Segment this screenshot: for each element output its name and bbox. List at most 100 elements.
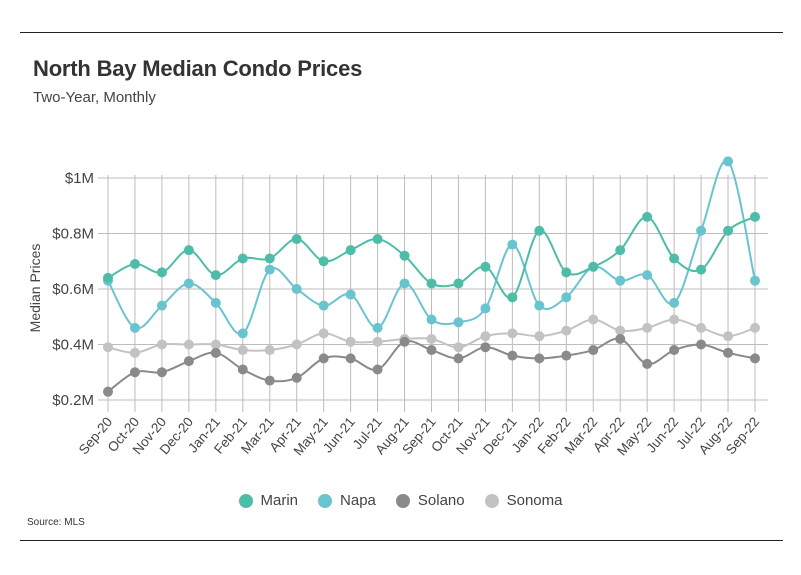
series-napa-point	[210, 297, 221, 308]
series-solano-point	[453, 353, 464, 364]
legend-swatch-sonoma	[484, 493, 499, 508]
series-solano-point	[183, 356, 194, 367]
y-tick-label: $0.6M	[52, 281, 94, 298]
series-marin-point	[183, 245, 194, 256]
chart-title: North Bay Median Condo Prices	[33, 56, 363, 81]
series-marin-point	[561, 267, 572, 278]
series-napa-point	[534, 300, 545, 311]
series-marin-point	[129, 259, 140, 270]
legend-label-sonoma: Sonoma	[506, 492, 563, 509]
series-napa-point	[129, 322, 140, 333]
series-marin-point	[507, 292, 518, 303]
series-napa-point	[723, 156, 734, 167]
series-sonoma	[103, 314, 760, 358]
series-sonoma-point	[750, 322, 760, 333]
legend-label-marin: Marin	[260, 492, 299, 509]
series-solano-point	[129, 367, 140, 378]
y-axis-label: Median Prices	[27, 244, 43, 333]
series-marin-point	[534, 225, 545, 236]
series-napa-point	[372, 322, 383, 333]
series-marin-point	[210, 270, 221, 281]
series-sonoma-point	[480, 331, 491, 342]
series-napa-point	[669, 297, 680, 308]
x-axis-ticks: Sep-20Oct-20Nov-20Dec-20Jan-21Feb-21Mar-…	[76, 414, 762, 458]
series-sonoma-point	[345, 336, 356, 347]
series-napa-point	[318, 300, 329, 311]
series-marin-point	[642, 211, 653, 222]
series-marin-point	[345, 245, 356, 256]
series-sonoma-point	[426, 333, 437, 344]
series-marin-point	[480, 261, 491, 272]
series-solano-point	[480, 342, 491, 353]
legend-swatch-marin	[238, 493, 253, 508]
series-napa-point	[237, 328, 248, 339]
series-lines	[103, 156, 760, 397]
series-sonoma-point	[264, 345, 275, 356]
legend-label-napa: Napa	[340, 492, 376, 509]
series-sonoma-point	[129, 347, 140, 358]
series-napa-point	[480, 303, 491, 314]
series-solano-point	[264, 375, 275, 386]
series-solano-point	[318, 353, 329, 364]
series-napa-point	[183, 278, 194, 289]
series-sonoma-point	[318, 328, 329, 339]
series-marin-point	[696, 264, 707, 275]
series-napa-point	[453, 317, 464, 328]
series-sonoma-point	[615, 325, 626, 336]
series-napa-point	[507, 239, 518, 250]
legend-item-napa: Napa	[318, 492, 376, 509]
series-solano-point	[156, 367, 167, 378]
series-sonoma-point	[156, 339, 167, 350]
series-solano-point	[534, 353, 545, 364]
legend-item-marin: Marin	[238, 492, 299, 509]
series-sonoma-point	[642, 322, 653, 333]
series-solano-point	[210, 347, 221, 358]
series-sonoma-point	[588, 314, 599, 325]
series-solano-point	[237, 364, 248, 375]
series-solano	[103, 333, 760, 397]
series-sonoma-point	[723, 331, 734, 342]
series-sonoma-point	[210, 339, 221, 350]
bottom-rule	[20, 540, 783, 541]
series-napa-point	[561, 292, 572, 303]
series-marin	[103, 211, 760, 303]
source-note: Source: MLS	[27, 517, 85, 528]
series-napa-point	[750, 275, 760, 286]
series-marin-point	[615, 245, 626, 256]
y-tick-label: $0.8M	[52, 226, 94, 243]
series-marin-point	[426, 278, 437, 289]
series-sonoma-point	[103, 342, 113, 353]
series-sonoma-point	[507, 328, 518, 339]
series-sonoma-point	[696, 322, 707, 333]
series-solano-point	[750, 353, 760, 364]
series-marin-point	[291, 234, 302, 245]
series-solano-point	[669, 345, 680, 356]
series-solano-point	[696, 339, 707, 350]
legend-item-sonoma: Sonoma	[484, 492, 563, 509]
series-napa-point	[615, 275, 626, 286]
y-tick-label: $0.2M	[52, 392, 94, 409]
series-marin-point	[237, 253, 248, 264]
series-napa-point	[291, 284, 302, 294]
series-marin-point	[453, 278, 464, 289]
series-marin-point	[723, 225, 734, 236]
series-solano-point	[642, 358, 653, 369]
series-napa-point	[345, 289, 356, 300]
series-solano-point	[399, 336, 410, 347]
series-napa-point	[642, 270, 653, 281]
series-marin-point	[156, 267, 167, 278]
series-solano-point	[291, 372, 302, 383]
series-sonoma-point	[372, 336, 383, 347]
series-napa-point	[156, 300, 167, 311]
series-solano-point	[372, 364, 383, 375]
y-tick-label: $1M	[65, 170, 94, 187]
gridlines	[98, 175, 768, 412]
series-solano-point	[615, 333, 626, 344]
x-tick-label: Sep-20	[76, 414, 115, 457]
series-sonoma-point	[534, 331, 545, 342]
series-napa-point	[399, 278, 410, 289]
series-napa-point	[264, 264, 275, 275]
series-solano-point	[723, 347, 734, 358]
series-marin-point	[103, 272, 113, 283]
